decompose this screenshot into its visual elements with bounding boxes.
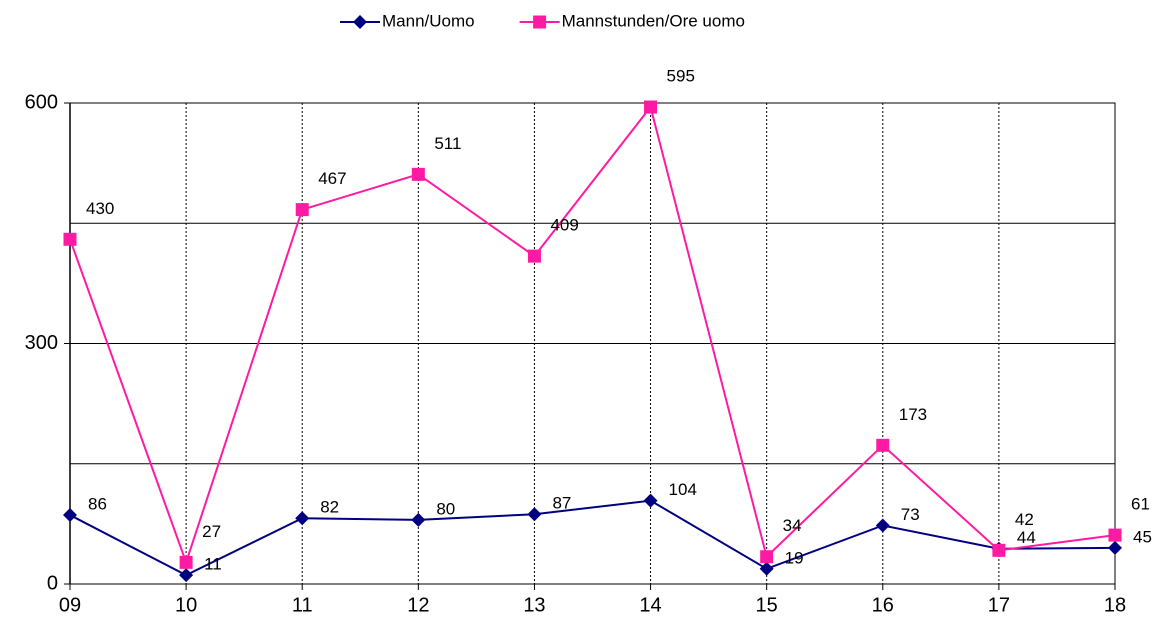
data-label: 409	[550, 216, 578, 235]
marker	[295, 511, 310, 526]
marker	[760, 550, 774, 564]
marker	[876, 438, 890, 452]
data-label: 82	[320, 498, 339, 517]
x-tick-label: 17	[988, 594, 1010, 616]
x-tick-label: 15	[756, 594, 778, 616]
marker	[63, 508, 77, 523]
data-label: 80	[436, 499, 455, 518]
data-label: 11	[204, 555, 222, 574]
data-label: 595	[667, 66, 695, 85]
data-label: 27	[202, 522, 221, 541]
marker	[644, 100, 658, 114]
series-line	[69, 499, 1116, 577]
data-label: 73	[901, 505, 920, 524]
marker	[875, 518, 890, 533]
marker	[643, 493, 658, 508]
data-label: 87	[552, 494, 571, 513]
marker	[179, 555, 193, 569]
data-label: 86	[88, 495, 107, 514]
x-tick-label: 18	[1104, 594, 1126, 616]
marker	[411, 167, 425, 181]
marker	[527, 507, 542, 522]
x-tick-label: 11	[292, 594, 313, 616]
marker	[411, 512, 426, 527]
marker	[1108, 528, 1122, 542]
legend-label: Mannstunden/Ore uomo	[562, 11, 745, 30]
legend-label: Mann/Uomo	[382, 11, 475, 30]
marker	[353, 15, 367, 29]
marker	[533, 15, 547, 29]
y-tick-label: 600	[25, 91, 58, 113]
data-label: 430	[86, 199, 114, 218]
x-tick-label: 13	[523, 594, 545, 616]
data-label: 173	[899, 405, 927, 424]
data-label: 104	[669, 480, 697, 499]
data-label: 467	[318, 169, 346, 188]
series-line	[69, 104, 1116, 566]
marker	[295, 203, 309, 217]
x-tick-label: 10	[175, 594, 197, 616]
data-label: 42	[1015, 510, 1034, 529]
marker	[527, 249, 541, 263]
data-label: 45	[1133, 527, 1152, 546]
marker	[1108, 540, 1122, 555]
x-tick-label: 16	[872, 594, 894, 616]
data-label: 34	[783, 516, 802, 535]
marker	[179, 568, 194, 583]
data-label: 61	[1131, 495, 1150, 514]
x-tick-label: 12	[407, 594, 429, 616]
x-tick-label: 14	[639, 594, 661, 616]
y-tick-label: 0	[47, 572, 58, 594]
data-label: 511	[434, 134, 461, 153]
data-label: 19	[785, 548, 804, 567]
data-label: 44	[1017, 528, 1036, 547]
x-tick-label: 09	[59, 594, 81, 616]
y-tick-label: 300	[25, 332, 58, 354]
marker	[63, 232, 77, 246]
marker	[759, 561, 774, 576]
marker	[992, 543, 1006, 557]
